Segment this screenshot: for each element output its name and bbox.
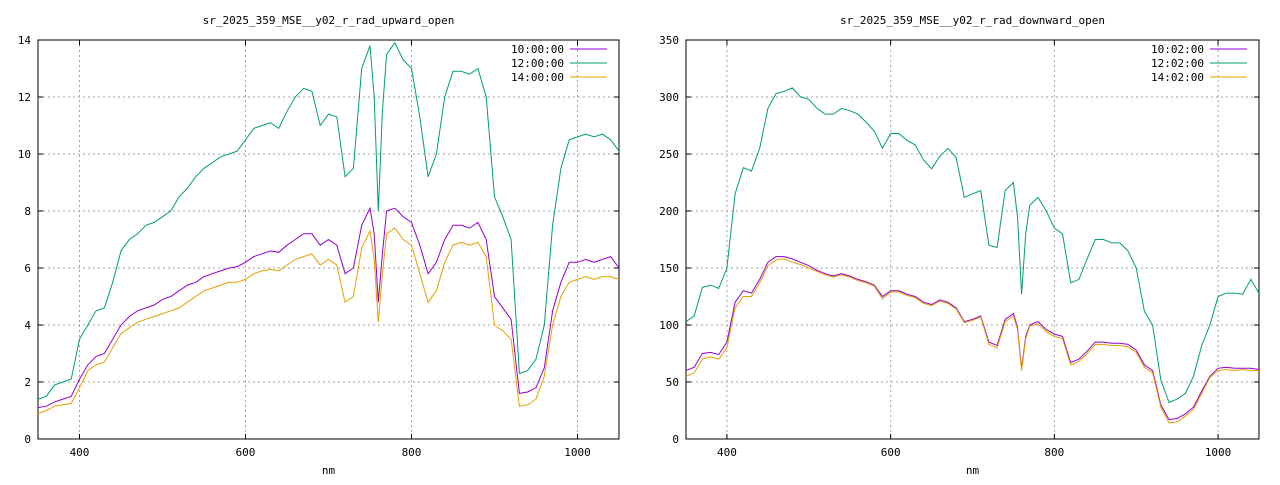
y-tick-label: 8 — [24, 205, 31, 218]
chart-panel-2: sr_2025_359_MSE__y02_r_rad_downward_open… — [659, 14, 1260, 477]
x-tick-label: 600 — [236, 446, 256, 459]
chart-panel-1: sr_2025_359_MSE__y02_r_rad_upward_open40… — [18, 14, 620, 477]
y-tick-label: 10 — [18, 148, 31, 161]
y-tick-label: 4 — [24, 319, 31, 332]
y-tick-label: 100 — [659, 319, 679, 332]
y-tick-label: 12 — [18, 91, 31, 104]
legend-label: 10:02:00 — [1151, 43, 1204, 56]
plot-frame — [37, 39, 620, 440]
chart-title: sr_2025_359_MSE__y02_r_rad_downward_open — [840, 14, 1105, 27]
x-axis-label: nm — [966, 464, 980, 477]
y-tick-label: 2 — [24, 376, 31, 389]
x-tick-label: 1000 — [1205, 446, 1232, 459]
series-line-100200 — [685, 256, 1260, 421]
series-line-100000 — [37, 206, 620, 409]
series-line-140000 — [37, 227, 620, 414]
legend-label: 12:02:00 — [1151, 57, 1204, 70]
plot-frame — [685, 39, 1260, 440]
y-tick-label: 50 — [666, 376, 679, 389]
y-tick-label: 350 — [659, 34, 679, 47]
chart-title: sr_2025_359_MSE__y02_r_rad_upward_open — [203, 14, 455, 27]
y-tick-label: 6 — [24, 262, 31, 275]
y-tick-label: 14 — [18, 34, 32, 47]
x-axis-label: nm — [322, 464, 336, 477]
series-line-120000 — [37, 41, 620, 400]
x-tick-label: 1000 — [564, 446, 591, 459]
x-tick-label: 600 — [881, 446, 901, 459]
y-tick-label: 250 — [659, 148, 679, 161]
y-tick-label: 0 — [672, 433, 679, 446]
x-tick-label: 400 — [70, 446, 90, 459]
legend-label: 12:00:00 — [511, 57, 564, 70]
series-line-140200 — [685, 258, 1259, 424]
y-tick-label: 150 — [659, 262, 679, 275]
legend-label: 14:02:00 — [1151, 71, 1204, 84]
legend-label: 14:00:00 — [511, 71, 564, 84]
y-tick-label: 300 — [659, 91, 679, 104]
series-line-120200 — [685, 87, 1260, 404]
x-tick-label: 800 — [1044, 446, 1064, 459]
y-tick-label: 0 — [24, 433, 31, 446]
x-tick-label: 800 — [402, 446, 422, 459]
x-tick-label: 400 — [717, 446, 737, 459]
legend-label: 10:00:00 — [511, 43, 564, 56]
y-tick-label: 200 — [659, 205, 679, 218]
